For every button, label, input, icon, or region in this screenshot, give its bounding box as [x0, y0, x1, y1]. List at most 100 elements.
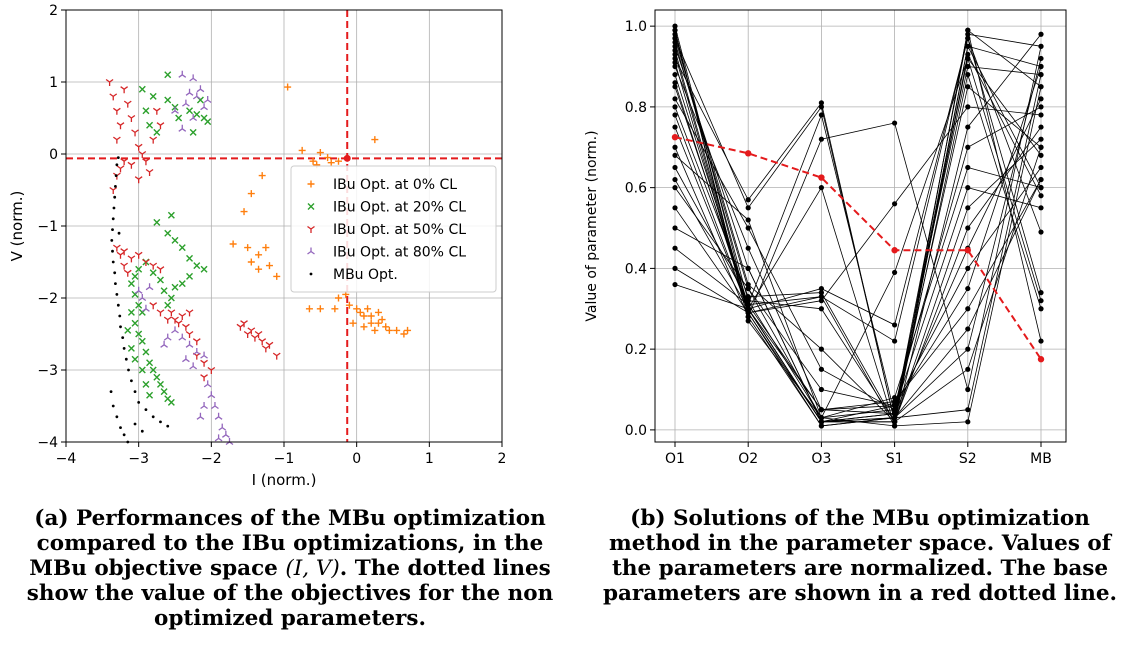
chart-a-point — [120, 158, 129, 166]
chart-a-point — [156, 266, 165, 274]
chart-a-point — [221, 430, 230, 438]
chart-a-point — [164, 229, 172, 237]
chart-b-point — [818, 423, 824, 429]
chart-a-xtick-label: 1 — [425, 451, 434, 467]
chart-b-point — [818, 294, 824, 300]
chart-a-point — [127, 368, 130, 372]
chart-b-point — [892, 338, 898, 344]
chart-a-point — [335, 294, 342, 302]
chart-a-point — [186, 254, 194, 262]
chart-a-point — [134, 286, 143, 294]
chart-a-point — [114, 174, 118, 178]
chart-b-ytick-label: 0.4 — [625, 261, 647, 277]
chart-a-point — [174, 320, 183, 328]
chart-a-point — [133, 390, 137, 393]
chart-a-point — [111, 217, 115, 221]
chart-a-legend-label: MBu Opt. — [333, 267, 398, 283]
chart-a-point — [371, 326, 379, 334]
chart-b-point — [672, 27, 678, 33]
chart-b-base-point — [964, 247, 971, 254]
chart-b-point — [745, 217, 751, 223]
chart-a-point — [127, 308, 135, 316]
chart-a-ytick-label: 0 — [49, 147, 58, 163]
chart-a-point — [153, 218, 161, 226]
chart-a-point — [218, 423, 227, 431]
chart-a-point — [200, 359, 208, 367]
chart-b-point — [818, 306, 824, 312]
chart-b-point — [1038, 31, 1044, 37]
chart-a-point — [178, 312, 187, 320]
chart-a-point — [120, 248, 129, 256]
chart-b-point — [1038, 152, 1044, 158]
chart-a-point — [124, 357, 128, 361]
chart-a-point — [374, 308, 382, 316]
chart-a-point — [115, 293, 119, 296]
chart-b-point — [965, 35, 971, 41]
chart-b-solution-line — [674, 62, 1042, 423]
caption-a-math: (I, V) — [285, 556, 340, 581]
chart-b-point — [892, 322, 898, 328]
chart-b-solution-line — [674, 42, 1042, 407]
chart-a-point — [189, 128, 197, 136]
chart-b-point — [1038, 124, 1044, 130]
chart-a-point — [109, 93, 118, 101]
chart-a-legend-label: IBu Opt. at 20% CL — [333, 200, 466, 216]
chart-a-scatter: −4 −3 −2 −1 0 1 2 −4 −3 −2 −1 0 1 2 I (norm.) V (norm… — [8, 3, 507, 489]
chart-b-point — [892, 120, 898, 126]
chart-b-point — [745, 285, 751, 292]
chart-a-point — [142, 158, 150, 166]
chart-a-ytick-label: −1 — [37, 219, 58, 235]
chart-a-point — [145, 283, 154, 291]
chart-a-point — [171, 326, 179, 334]
chart-a-point — [178, 124, 187, 132]
chart-b-point — [745, 197, 751, 203]
chart-a-point — [149, 136, 158, 144]
chart-a-point — [331, 305, 339, 313]
chart-b-point — [745, 318, 751, 324]
chart-a-point — [123, 100, 132, 108]
chart-a-point — [142, 258, 150, 266]
chart-b-point — [1038, 229, 1044, 235]
chart-a-point — [142, 304, 150, 312]
chart-b-point — [672, 185, 678, 191]
chart-a-point — [185, 340, 194, 348]
chart-a-point — [109, 186, 118, 194]
chart-a-point — [207, 391, 216, 399]
chart-a-point — [127, 114, 136, 122]
chart-a-ytick-label: 1 — [49, 75, 58, 91]
chart-a-point — [120, 86, 129, 94]
chart-b-ytick-label: 0.8 — [625, 100, 647, 116]
chart-b-solution-line — [674, 36, 1042, 342]
chart-a-point — [105, 78, 114, 86]
chart-a-base-point — [343, 154, 351, 162]
chart-b-point — [1038, 43, 1044, 49]
chart-a-point — [149, 269, 157, 277]
chart-a-point — [298, 146, 306, 154]
chart-a-point — [207, 366, 216, 374]
chart-a-point — [111, 228, 114, 232]
chart-a-point — [122, 347, 126, 350]
chart-a-point — [167, 398, 175, 406]
chart-a-point — [182, 323, 190, 331]
chart-b-point — [745, 205, 751, 211]
chart-a-xtick-label: 2 — [498, 451, 507, 467]
chart-a-point — [261, 345, 270, 353]
chart-a-point — [200, 374, 208, 382]
chart-a-point — [112, 136, 121, 144]
chart-a-point — [324, 154, 332, 162]
chart-a-point — [111, 404, 115, 408]
chart-a-point — [353, 305, 361, 313]
chart-a-point — [156, 380, 164, 388]
chart-b-solution-line — [674, 98, 1042, 411]
chart-a-point — [273, 272, 281, 280]
chart-a-point — [240, 320, 248, 328]
caption-b-text: (b) Solutions of the MBu optimization me… — [602, 506, 1118, 606]
chart-b-xtick-label: O1 — [665, 451, 685, 467]
chart-a-point — [138, 337, 146, 345]
chart-a-legend-marker — [307, 203, 315, 210]
chart-b-base-point — [818, 174, 825, 181]
chart-b-point — [1038, 136, 1044, 142]
chart-b-point — [1038, 144, 1044, 150]
chart-b-point — [818, 386, 824, 393]
chart-a-point — [123, 269, 132, 277]
